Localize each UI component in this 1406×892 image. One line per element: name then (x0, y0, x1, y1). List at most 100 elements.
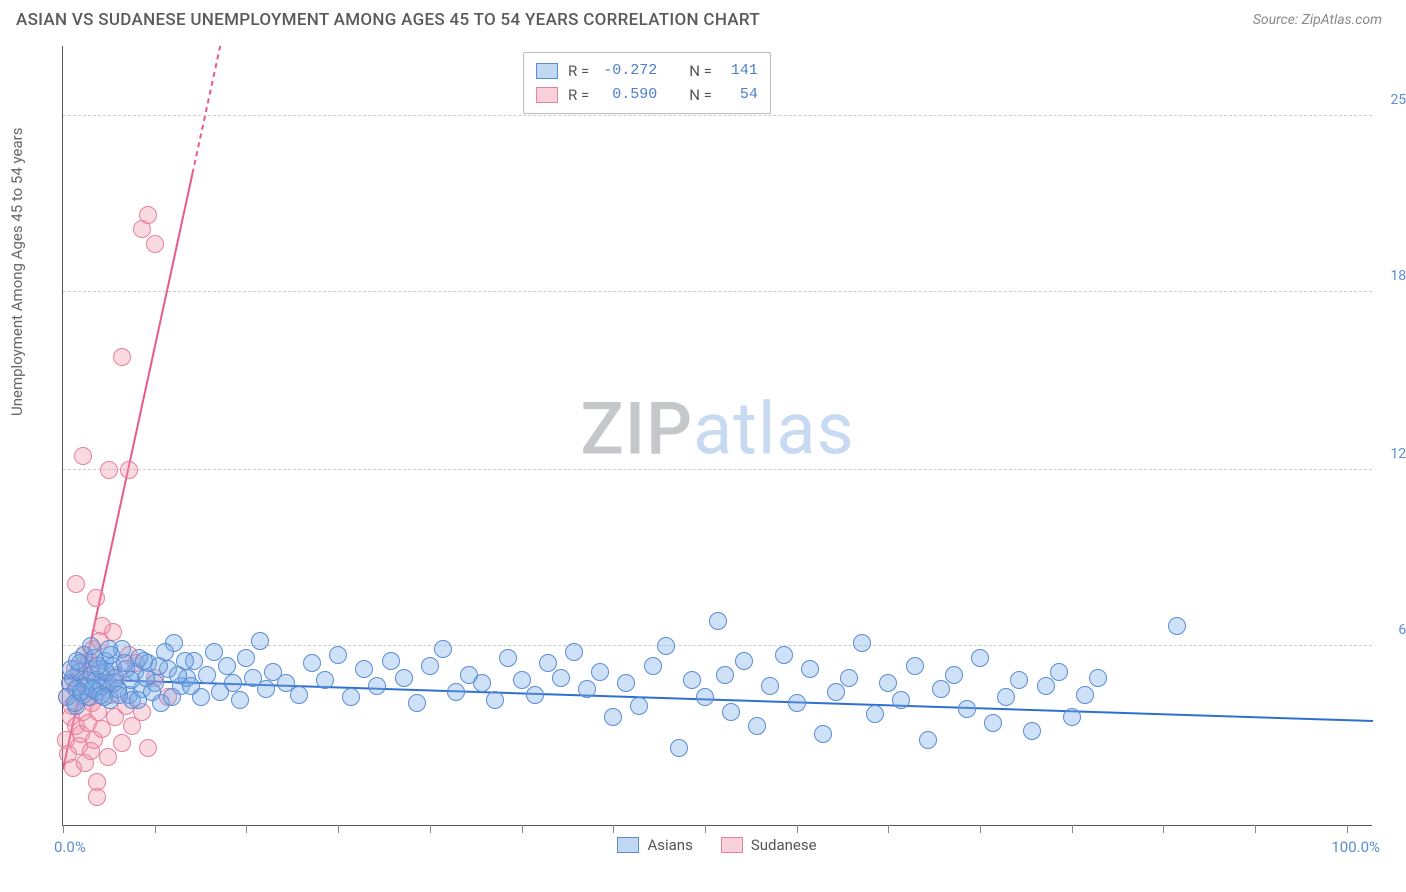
data-point (382, 652, 400, 670)
data-point (617, 674, 635, 692)
data-point (630, 697, 648, 715)
data-point (788, 694, 806, 712)
data-point (316, 671, 334, 689)
legend-swatch (617, 837, 639, 853)
data-point (257, 680, 275, 698)
x-tick (155, 825, 156, 833)
y-axis-label: Unemployment Among Ages 45 to 54 years (8, 128, 26, 416)
data-point (683, 671, 701, 689)
data-point (526, 686, 544, 704)
data-point (110, 686, 128, 704)
data-point (971, 649, 989, 667)
data-point (919, 731, 937, 749)
data-point (473, 674, 491, 692)
data-point (421, 657, 439, 675)
data-point (761, 677, 779, 695)
data-point (395, 669, 413, 687)
data-point (1010, 671, 1028, 689)
data-point (892, 691, 910, 709)
data-point (1168, 617, 1186, 635)
x-tick (797, 825, 798, 833)
legend-swatch (536, 87, 558, 103)
chart-header: ASIAN VS SUDANESE UNEMPLOYMENT AMONG AGE… (0, 0, 1406, 36)
data-point (99, 748, 117, 766)
data-point (958, 700, 976, 718)
data-point (853, 634, 871, 652)
data-point (578, 680, 596, 698)
data-point (408, 694, 426, 712)
data-point (499, 649, 517, 667)
data-point (604, 708, 622, 726)
n-value: 141 (722, 59, 758, 83)
data-point (74, 447, 92, 465)
data-point (1037, 677, 1055, 695)
regression-line (192, 46, 220, 174)
data-point (1050, 663, 1068, 681)
x-tick (705, 825, 706, 833)
x-tick (63, 825, 64, 833)
data-point (997, 688, 1015, 706)
data-point (89, 657, 107, 675)
legend-label: Asians (647, 836, 692, 854)
data-point (670, 739, 688, 757)
source-attribution: Source: ZipAtlas.com (1253, 12, 1382, 28)
x-tick (338, 825, 339, 833)
data-point (840, 669, 858, 687)
data-point (290, 686, 308, 704)
legend-label: Sudanese (751, 836, 817, 854)
data-point (552, 669, 570, 687)
data-point (93, 617, 111, 635)
data-point (709, 612, 727, 630)
data-point (434, 640, 452, 658)
correlation-stats-box: R =-0.272N =141R =0.590N =54 (523, 52, 771, 114)
data-point (657, 637, 675, 655)
y-tick-label: 6.3% (1398, 622, 1406, 638)
data-point (113, 734, 131, 752)
data-point (163, 688, 181, 706)
data-point (116, 654, 134, 672)
data-point (146, 235, 164, 253)
data-point (100, 640, 118, 658)
x-tick (1347, 825, 1348, 833)
data-point (906, 657, 924, 675)
data-point (879, 674, 897, 692)
data-point (801, 660, 819, 678)
y-tick-label: 18.8% (1390, 268, 1406, 284)
data-point (198, 666, 216, 684)
x-tick (1255, 825, 1256, 833)
data-point (122, 671, 140, 689)
gridline (63, 115, 1372, 116)
chart-title: ASIAN VS SUDANESE UNEMPLOYMENT AMONG AGE… (16, 10, 760, 30)
x-tick (1072, 825, 1073, 833)
legend-swatch (721, 837, 743, 853)
data-point (224, 674, 242, 692)
data-point (82, 637, 100, 655)
x-tick (613, 825, 614, 833)
data-point (135, 652, 153, 670)
data-point (120, 461, 138, 479)
r-value: -0.272 (599, 59, 657, 83)
data-point (984, 714, 1002, 732)
data-point (237, 649, 255, 667)
data-point (182, 677, 200, 695)
legend-swatch (536, 63, 558, 79)
data-point (945, 666, 963, 684)
legend-item: Sudanese (721, 836, 817, 854)
data-point (539, 654, 557, 672)
data-point (716, 666, 734, 684)
data-point (722, 703, 740, 721)
data-point (368, 677, 386, 695)
x-tick (888, 825, 889, 833)
data-point (1089, 669, 1107, 687)
data-point (932, 680, 950, 698)
stats-row: R =-0.272N =141 (536, 59, 758, 83)
data-point (591, 663, 609, 681)
gridline (63, 291, 1372, 292)
data-point (1063, 708, 1081, 726)
data-point (748, 717, 766, 735)
y-tick-label: 12.5% (1390, 446, 1406, 462)
gridline (63, 469, 1372, 470)
x-tick (980, 825, 981, 833)
data-point (205, 643, 223, 661)
n-value: 54 (722, 83, 758, 107)
